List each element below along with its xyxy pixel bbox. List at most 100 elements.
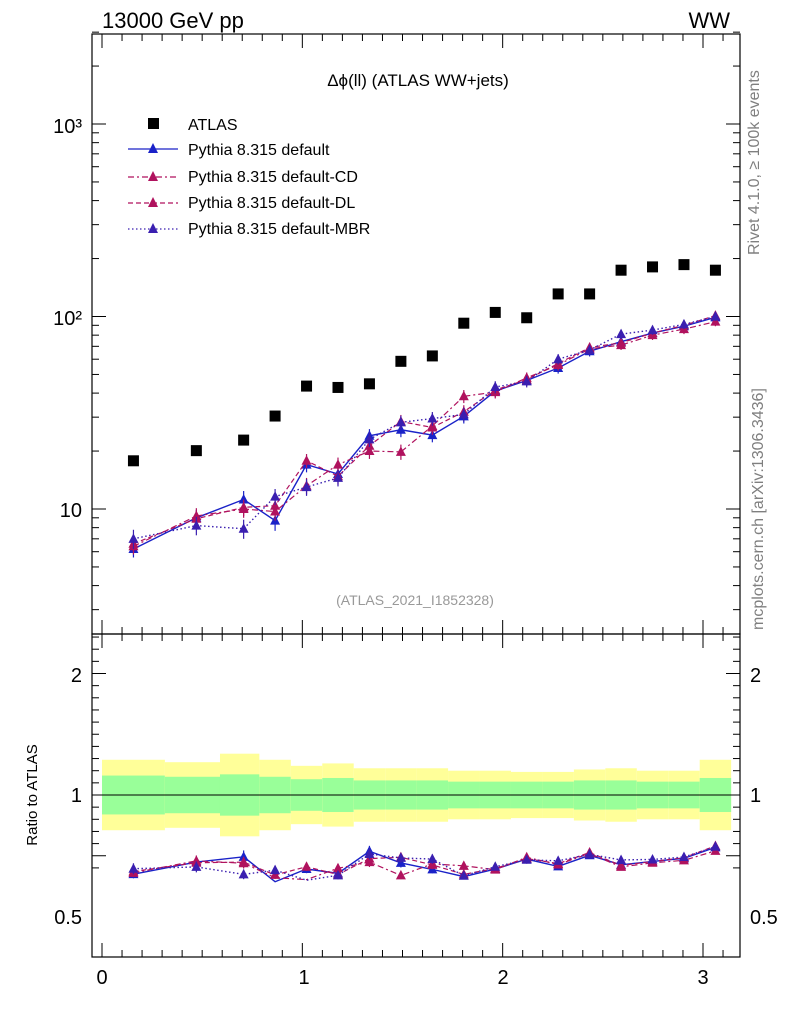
- ratio-point-mbr-14: [616, 854, 627, 864]
- series-main-mbr: [128, 311, 721, 549]
- legend-label-dl: Pythia 8.315 default-DL: [188, 195, 355, 212]
- point-cd-7: [395, 446, 406, 456]
- atlas-point-14: [615, 264, 627, 276]
- point-mbr-14: [616, 328, 627, 339]
- atlas-point-5: [332, 381, 344, 393]
- ratio-point-dl-4: [301, 861, 312, 871]
- analysis-label: (ATLAS_2021_I1852328): [336, 592, 494, 608]
- point-mbr-9: [458, 408, 469, 419]
- point-dl-4: [301, 455, 312, 465]
- point-dl-2: [238, 501, 249, 512]
- atlas-point-6: [363, 378, 375, 390]
- ratio-tick-label-0.5-right: 0.5: [750, 907, 778, 929]
- atlas-point-13: [584, 288, 596, 300]
- series-main-dl: [128, 310, 721, 552]
- x-tick-label-2: 2: [497, 967, 508, 989]
- atlas-point-3: [269, 410, 281, 422]
- atlas-point-10: [489, 306, 501, 318]
- ratio-point-mbr-10: [490, 861, 501, 871]
- series-ratio-mbr: [128, 841, 721, 881]
- point-mbr-5: [332, 472, 343, 482]
- series-main-default: [128, 311, 721, 558]
- legend-label-cd: Pythia 8.315 default-CD: [188, 169, 358, 186]
- series-line-cd: [133, 321, 716, 547]
- ratio-point-mbr-15: [647, 853, 658, 864]
- atlas-point-16: [678, 259, 690, 271]
- point-dl-14: [616, 337, 627, 347]
- y-tick-label-100: 10²: [53, 308, 82, 330]
- ratio-point-mbr-1: [191, 861, 202, 871]
- legend-marker-mbr: [148, 223, 158, 233]
- legend-marker-cd: [148, 171, 158, 181]
- header-process-label: WW: [688, 8, 730, 33]
- point-cd-17: [710, 316, 721, 326]
- atlas-point-12: [552, 288, 564, 300]
- x-tick-label-1: 1: [298, 967, 309, 989]
- point-mbr-0: [128, 533, 139, 543]
- ratio-line-dl: [133, 845, 716, 876]
- atlas-point-8: [426, 350, 438, 362]
- point-mbr-17: [710, 311, 721, 321]
- ratio-point-mbr-9: [458, 870, 469, 880]
- series-main-cd: [128, 316, 721, 555]
- ratio-line-cd: [133, 850, 716, 881]
- ratio-tick-label-1-right: 1: [750, 785, 761, 807]
- ratio-point-dl-14: [616, 860, 627, 870]
- ratio-point-cd-7: [395, 869, 406, 880]
- axis-ticks: [92, 31, 740, 957]
- ratio-point-mbr-7: [395, 852, 406, 862]
- atlas-point-7: [395, 355, 407, 367]
- atlas-point-11: [521, 312, 533, 324]
- legend-marker-default: [148, 143, 158, 153]
- point-mbr-4: [301, 481, 312, 492]
- ratio-point-mbr-2: [238, 868, 249, 879]
- atlas-point-0: [127, 455, 139, 467]
- atlas-point-15: [647, 261, 659, 273]
- point-mbr-1: [191, 520, 202, 530]
- ratio-point-mbr-8: [427, 853, 438, 864]
- point-mbr-7: [395, 416, 406, 427]
- series-line-default: [133, 316, 716, 550]
- data-series: [127, 259, 721, 883]
- ratio-tick-label-0.5-left: 0.5: [54, 907, 82, 929]
- y-tick-label-1000: 10³: [53, 116, 82, 138]
- ratio-point-mbr-16: [678, 851, 689, 862]
- ratio-point-mbr-3: [270, 864, 281, 875]
- legend-marker-dl: [148, 197, 158, 207]
- legend-marker-atlas: [148, 118, 159, 129]
- ratio-point-dl-2: [238, 856, 249, 867]
- ratio-line-default: [133, 846, 716, 883]
- point-cd-5: [332, 459, 343, 469]
- series-line-mbr: [133, 315, 716, 540]
- ratio-point-mbr-6: [364, 848, 375, 858]
- ratio-axis-label: Ratio to ATLAS: [24, 744, 41, 845]
- atlas-point-2: [238, 434, 250, 446]
- ratio-tick-label-1-left: 1: [71, 785, 82, 807]
- point-mbr-13: [584, 344, 595, 354]
- x-tick-label-0: 0: [96, 967, 107, 989]
- ratio-point-mbr-11: [521, 854, 532, 864]
- ratio-point-cd-5: [332, 862, 343, 873]
- atlas-point-4: [301, 380, 313, 392]
- legend-label-atlas: ATLAS: [188, 117, 238, 134]
- ratio-point-dl-8: [427, 859, 438, 869]
- legend-label-default: Pythia 8.315 default: [188, 142, 330, 159]
- atlas-point-9: [458, 317, 470, 329]
- legend: ATLAS Pythia 8.315 default Pythia 8.315 …: [128, 117, 370, 238]
- ratio-point-cd-9: [458, 860, 469, 870]
- ratio-point-mbr-12: [553, 855, 564, 865]
- ratio-tick-label-2-left: 2: [71, 665, 82, 687]
- point-mbr-11: [521, 375, 532, 386]
- series-line-dl: [133, 315, 716, 545]
- legend-label-mbr: Pythia 8.315 default-MBR: [188, 221, 370, 238]
- rivet-version-label: Rivet 4.1.0, ≥ 100k events: [746, 70, 763, 255]
- ratio-tick-label-2-right: 2: [750, 665, 761, 687]
- point-mbr-3: [270, 491, 281, 501]
- x-tick-label-3: 3: [697, 967, 708, 989]
- plot-title: Δϕ(ll) (ATLAS WW+jets): [327, 71, 509, 90]
- point-mbr-12: [553, 353, 564, 364]
- point-mbr-15: [647, 324, 658, 335]
- ratio-line-mbr: [133, 846, 716, 881]
- atlas-point-1: [190, 445, 202, 457]
